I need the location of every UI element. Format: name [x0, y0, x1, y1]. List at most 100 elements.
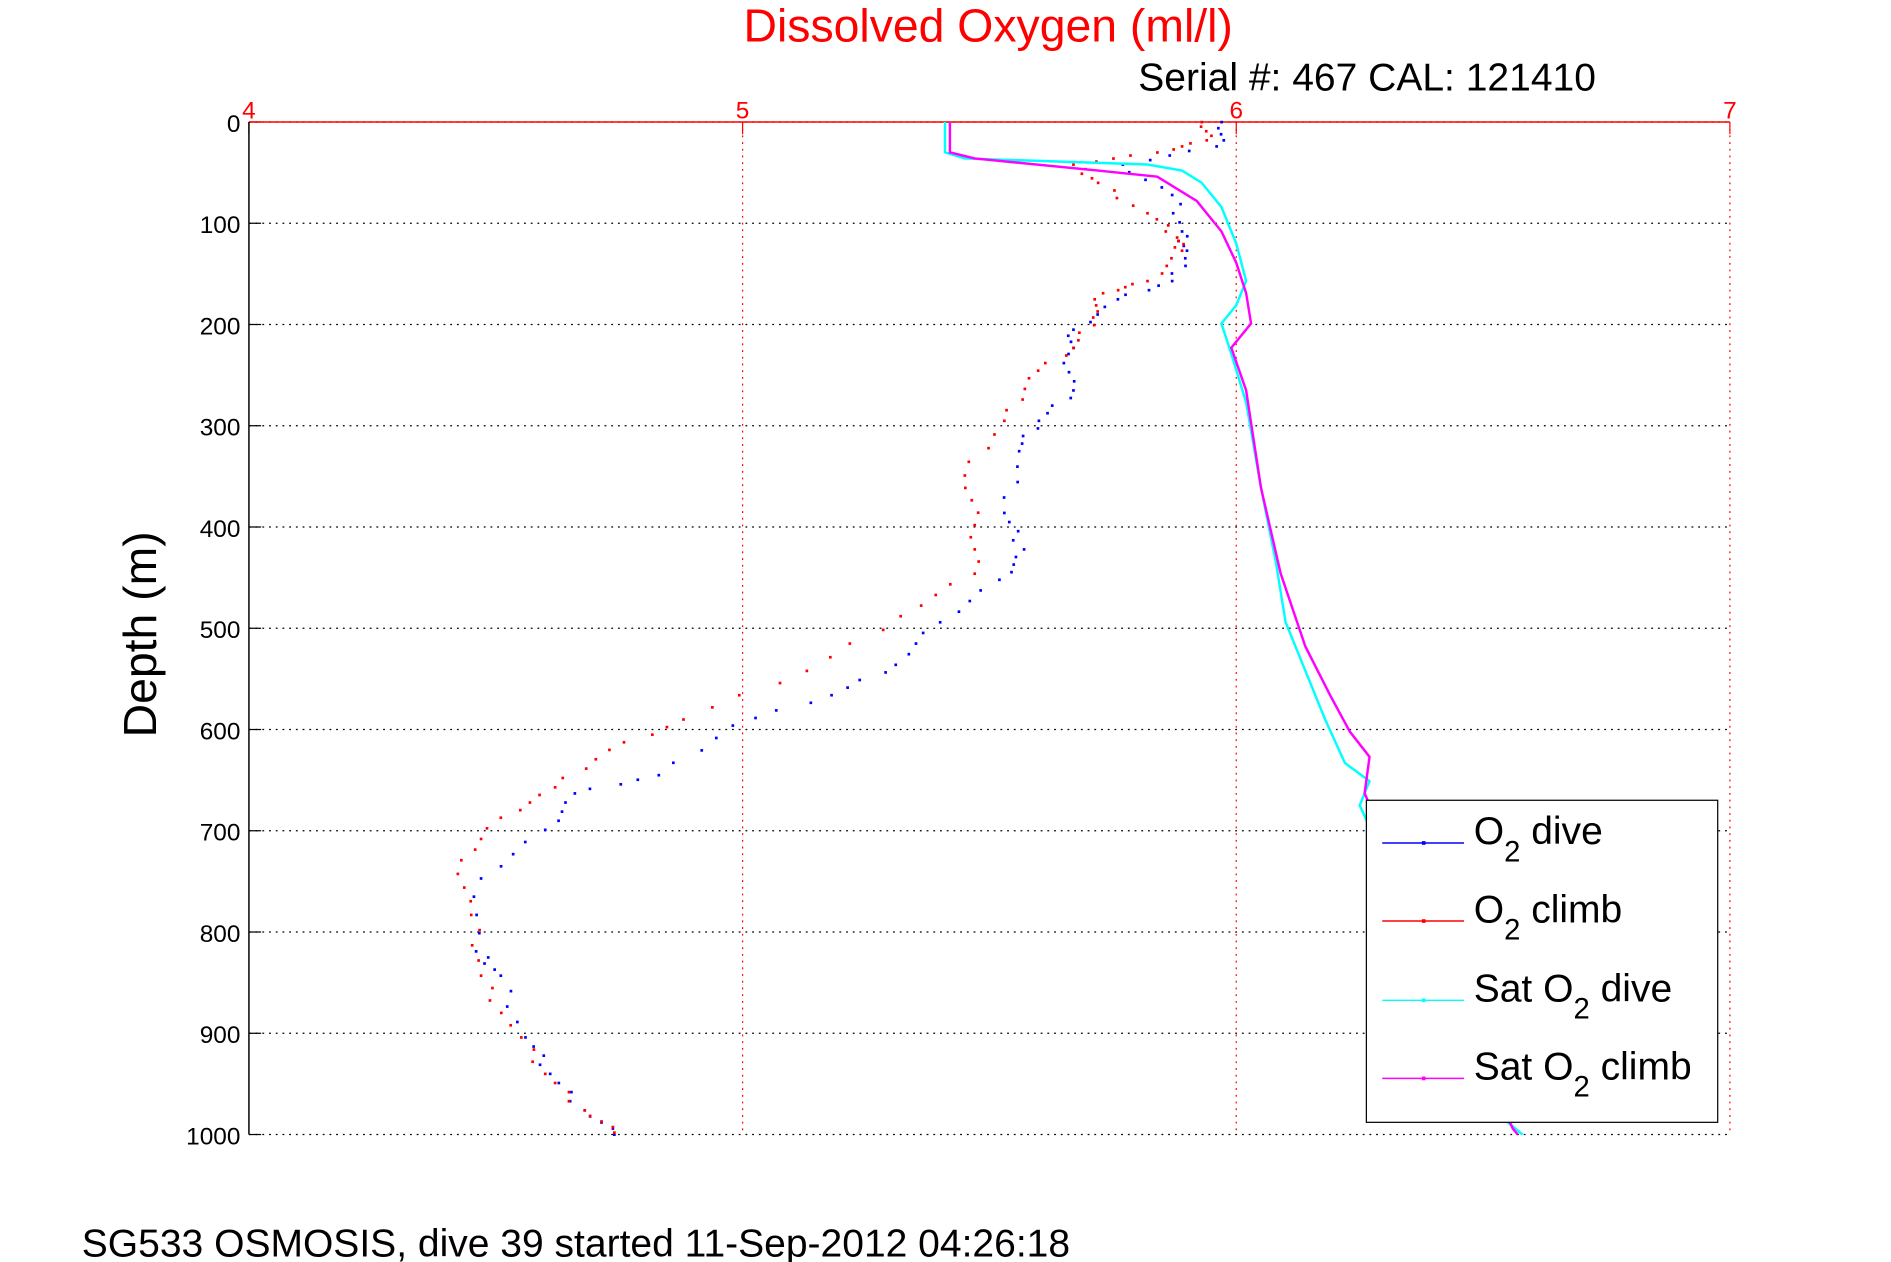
legend-marker-sat-o2-climb	[1421, 1076, 1426, 1081]
data-point-o2-dive	[894, 663, 898, 667]
data-point-o2-climb	[778, 681, 782, 685]
data-point-o2-climb	[1036, 369, 1040, 373]
data-point-o2-climb	[1112, 157, 1115, 160]
y-tick-label: 800	[200, 921, 241, 948]
data-point-o2-climb	[608, 748, 611, 752]
data-point-o2-dive	[774, 709, 778, 712]
data-point-o2-climb	[1080, 172, 1084, 176]
data-point-o2-climb	[518, 808, 522, 812]
data-point-o2-dive	[1180, 230, 1184, 233]
data-point-o2-dive	[1066, 334, 1070, 338]
data-point-o2-dive	[830, 693, 833, 697]
data-point-o2-climb	[594, 757, 598, 761]
data-point-o2-climb	[1005, 408, 1008, 412]
data-point-o2-climb	[491, 986, 494, 990]
data-point-o2-climb	[711, 706, 714, 709]
data-point-o2-climb	[963, 474, 967, 477]
data-point-o2-climb	[531, 1060, 535, 1064]
data-point-o2-climb	[993, 433, 996, 436]
data-point-o2-climb	[969, 535, 973, 539]
data-point-o2-climb	[1173, 246, 1177, 249]
data-point-o2-dive	[672, 761, 675, 765]
data-point-o2-dive	[1022, 548, 1026, 551]
data-point-o2-dive	[1183, 256, 1187, 260]
data-point-o2-dive	[493, 968, 496, 971]
legend-box	[1365, 799, 1719, 1123]
data-point-o2-climb	[1210, 134, 1213, 138]
data-point-o2-climb	[976, 511, 980, 515]
grid	[248, 121, 1731, 1136]
data-point-o2-climb	[1129, 154, 1132, 157]
data-point-o2-dive	[499, 974, 503, 978]
data-point-o2-climb	[477, 959, 480, 962]
data-point-o2-dive	[1170, 279, 1174, 283]
data-point-o2-climb	[584, 767, 588, 770]
data-point-o2-dive	[1185, 234, 1189, 238]
chart-subtitle: Serial #: 467 CAL: 121410	[1138, 56, 1596, 99]
data-point-o2-dive	[1222, 138, 1226, 142]
data-point-o2-climb	[934, 593, 938, 597]
y-tick-label: 900	[200, 1022, 241, 1049]
data-point-o2-climb	[828, 655, 832, 659]
y-axis-label: Depth (m)	[114, 531, 166, 737]
data-point-o2-dive	[714, 736, 718, 740]
data-point-o2-climb	[459, 858, 463, 862]
data-point-o2-climb	[479, 837, 483, 841]
data-point-o2-climb	[519, 1036, 523, 1039]
data-point-o2-climb	[1096, 310, 1099, 313]
data-point-o2-climb	[1177, 239, 1180, 243]
data-point-o2-dive	[475, 913, 478, 917]
data-point-o2-climb	[948, 582, 952, 586]
data-point-o2-climb	[1101, 291, 1105, 295]
data-point-o2-dive	[1069, 340, 1073, 344]
data-point-o2-climb	[665, 725, 669, 729]
data-point-o2-dive	[560, 810, 564, 813]
data-point-o2-climb	[488, 999, 492, 1002]
data-point-o2-dive	[611, 1127, 615, 1130]
data-point-o2-climb	[1166, 224, 1170, 227]
y-tick-label: 300	[200, 415, 241, 442]
data-point-o2-climb	[682, 718, 685, 721]
y-tick-label: 700	[200, 820, 241, 847]
data-point-o2-dive	[809, 701, 813, 705]
data-point-o2-climb	[528, 801, 532, 804]
data-point-o2-climb	[1204, 129, 1208, 133]
data-point-o2-climb	[456, 872, 460, 876]
data-point-o2-climb	[1180, 249, 1184, 253]
data-point-o2-climb	[1189, 142, 1192, 145]
legend: O2 dive O2 climb Sat O2 dive Sat O2 climb	[1365, 799, 1719, 1123]
data-point-o2-climb	[1131, 282, 1134, 286]
data-point-o2-climb	[1043, 361, 1047, 365]
data-point-o2-dive	[1016, 465, 1019, 468]
data-point-o2-dive	[499, 864, 503, 868]
data-point-o2-dive	[884, 671, 887, 674]
data-point-o2-climb	[543, 1072, 547, 1076]
data-point-o2-climb	[1160, 272, 1164, 275]
data-point-o2-dive	[657, 773, 661, 777]
data-point-o2-climb	[469, 899, 473, 903]
data-point-o2-dive	[557, 819, 560, 823]
series-line-sat-o2-dive	[943, 121, 1524, 1136]
data-point-o2-climb	[919, 604, 923, 607]
data-point-o2-dive	[1089, 320, 1092, 324]
data-point-o2-dive	[1171, 211, 1175, 215]
data-point-o2-climb	[1078, 331, 1081, 335]
data-point-o2-dive	[1187, 149, 1191, 153]
data-point-o2-dive	[1168, 154, 1172, 157]
y-tick-label: 0	[227, 111, 241, 138]
data-point-o2-dive	[1103, 305, 1107, 309]
data-point-o2-climb	[613, 1131, 616, 1134]
data-point-o2-dive	[1144, 178, 1147, 182]
data-point-o2-climb	[1123, 285, 1127, 289]
legend-label-o2-climb: O2 climb	[1474, 888, 1623, 946]
data-point-o2-climb	[899, 614, 903, 618]
data-point-o2-dive	[486, 956, 490, 959]
axes: 0 100 200 300 400 500 600 700 800 900 1000 4 5 6 7	[186, 97, 1737, 1150]
data-point-o2-dive	[543, 828, 547, 832]
data-point-o2-dive	[846, 686, 849, 689]
data-point-o2-dive	[1010, 570, 1013, 574]
data-point-o2-dive	[1011, 538, 1015, 542]
data-point-o2-climb	[588, 1114, 592, 1118]
data-point-o2-dive	[524, 1036, 527, 1039]
data-point-o2-dive	[957, 610, 961, 614]
